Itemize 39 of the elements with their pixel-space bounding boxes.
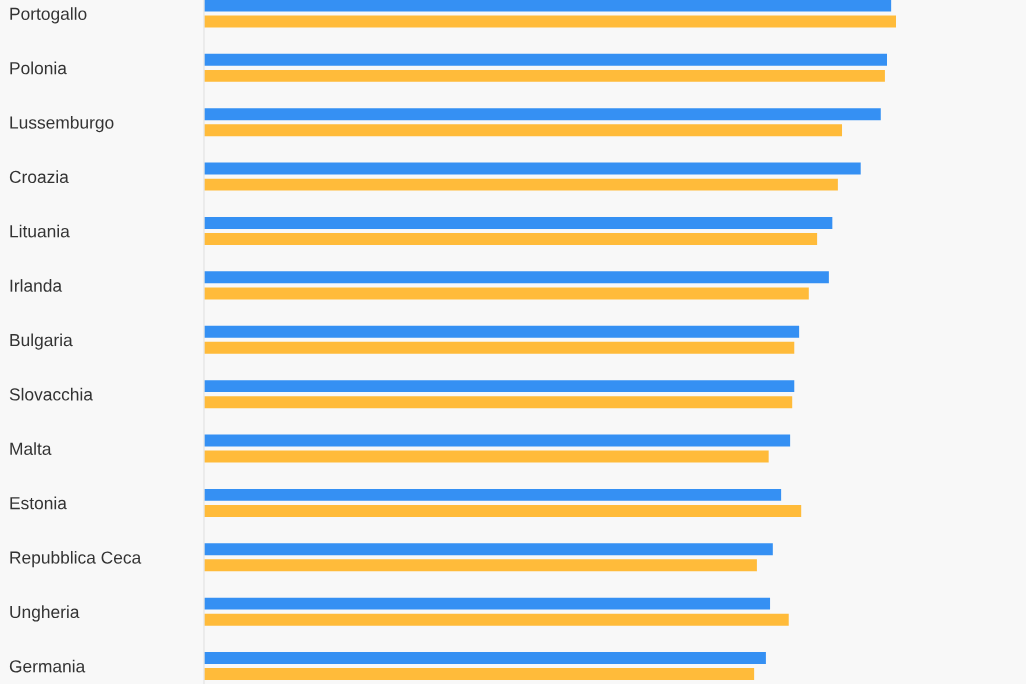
bar: [204, 178, 838, 191]
bar: [204, 613, 789, 626]
y-tick-label: Malta: [10, 442, 52, 455]
y-tick-label: Repubblica Ceca: [10, 550, 142, 568]
bar: [204, 543, 773, 556]
bar: [204, 287, 809, 300]
bar: [204, 668, 755, 681]
bar: [204, 559, 757, 572]
bar: [204, 396, 793, 409]
bar: [204, 69, 885, 82]
bar: [204, 124, 843, 137]
bar: [204, 325, 800, 338]
y-tick-label: Slovacchia: [9, 387, 93, 401]
bar: [204, 271, 829, 284]
bar: [204, 15, 896, 28]
bar: [204, 341, 795, 354]
bar: [204, 0, 892, 12]
bar: [204, 434, 791, 447]
y-tick-label: Estonia: [10, 496, 67, 510]
bar: [204, 53, 887, 66]
bar: [204, 108, 881, 121]
y-tick-label: Bulgaria: [10, 333, 73, 350]
y-tick-label: Ungheria: [10, 605, 80, 622]
bar: [204, 597, 771, 610]
y-tick-label: Lussemburgo: [10, 115, 114, 133]
y-tick-label: Croazia: [9, 170, 69, 184]
y-tick-label: Polonia: [10, 61, 67, 75]
y-tick-label: Lituania: [10, 224, 70, 238]
bar: [204, 380, 795, 393]
bar: [204, 162, 861, 175]
bar: [204, 652, 766, 664]
bar: [204, 217, 833, 229]
y-tick-label: Portogallo: [10, 7, 87, 24]
bar: [204, 450, 769, 463]
bar: [204, 233, 818, 245]
y-tick-label: Irlanda: [10, 279, 63, 292]
y-tick-label: Germania: [9, 659, 86, 673]
bar: [204, 504, 802, 517]
bar: [204, 488, 782, 501]
